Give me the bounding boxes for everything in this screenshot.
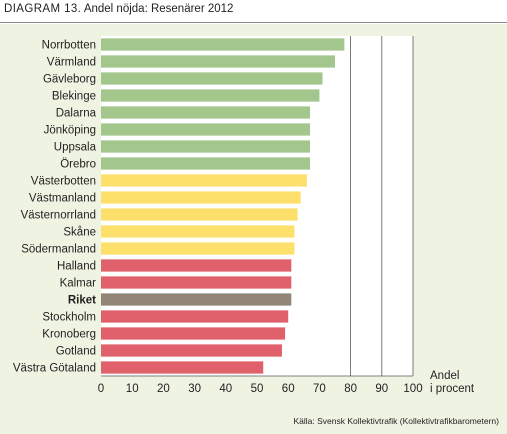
header-rule bbox=[0, 22, 507, 23]
x-tick-label: 70 bbox=[313, 383, 326, 395]
bar-gävleborg bbox=[101, 72, 323, 85]
bar-västernorrland bbox=[101, 208, 298, 221]
x-tick-label: 40 bbox=[219, 383, 232, 395]
x-tick-label: 80 bbox=[344, 383, 357, 395]
bar-södermanland bbox=[101, 242, 295, 255]
bar-halland bbox=[101, 259, 292, 272]
bar-västra-götaland bbox=[101, 361, 264, 374]
category-label: Gävleborg bbox=[43, 74, 96, 86]
bar-värmland bbox=[101, 55, 335, 68]
category-label: Kronoberg bbox=[42, 329, 96, 341]
category-label: Gotland bbox=[56, 346, 96, 358]
bar-västerbotten bbox=[101, 174, 307, 187]
x-tick-label: 50 bbox=[251, 383, 264, 395]
category-label: Västra Götaland bbox=[13, 363, 96, 375]
diagram-title-text: Andel nöjda: Resenärer 2012 bbox=[83, 3, 234, 15]
bar-jönköping bbox=[101, 123, 311, 136]
category-label: Jönköping bbox=[44, 125, 96, 137]
bar-västmanland bbox=[101, 191, 301, 204]
x-tick-label: 10 bbox=[126, 383, 139, 395]
x-tick-label: 30 bbox=[188, 383, 201, 395]
source-note: Källa: Svensk Kollektivtrafik (Kollektiv… bbox=[293, 416, 500, 426]
x-tick-label: 100 bbox=[403, 383, 422, 395]
diagram-number: DIAGRAM 13. bbox=[4, 3, 82, 15]
x-tick-label: 60 bbox=[282, 383, 295, 395]
category-label: Stockholm bbox=[42, 312, 96, 324]
chart-panel: Norrbotten Värmland Gävleborg Blekinge Dalar… bbox=[0, 24, 507, 434]
bar-uppsala bbox=[101, 140, 311, 153]
category-label: Dalarna bbox=[56, 108, 97, 120]
diagram-title: DIAGRAM 13. Andel nöjda: Resenärer 2012 bbox=[4, 3, 233, 15]
category-label: Örebro bbox=[60, 159, 96, 171]
category-label: Riket bbox=[68, 295, 96, 307]
category-label: Södermanland bbox=[21, 244, 96, 256]
x-axis-title: Andel bbox=[430, 370, 459, 382]
category-label: Kalmar bbox=[60, 278, 97, 290]
category-label: Uppsala bbox=[54, 142, 97, 154]
bar-kalmar bbox=[101, 276, 292, 289]
bar-gotland bbox=[101, 344, 282, 357]
bar-blekinge bbox=[101, 89, 320, 102]
plot-area bbox=[101, 36, 413, 376]
bar-chart: Norrbotten Värmland Gävleborg Blekinge Dalar… bbox=[13, 36, 475, 395]
bar-kronoberg bbox=[101, 327, 286, 340]
bar-dalarna bbox=[101, 106, 311, 119]
x-tick-label: 0 bbox=[98, 383, 104, 395]
category-label: Västmanland bbox=[29, 193, 96, 205]
x-tick-label: 90 bbox=[375, 383, 388, 395]
x-tick-label: 20 bbox=[157, 383, 170, 395]
bar-stockholm bbox=[101, 310, 289, 323]
category-label: Västerbotten bbox=[31, 176, 96, 188]
category-label: Skåne bbox=[63, 227, 96, 239]
bar-skåne bbox=[101, 225, 295, 238]
category-label: Norrbotten bbox=[42, 40, 96, 52]
category-label: Värmland bbox=[47, 57, 96, 69]
diagram-header: DIAGRAM 13. Andel nöjda: Resenärer 2012 bbox=[0, 0, 507, 24]
category-label: Västernorrland bbox=[21, 210, 96, 222]
bar-norrbotten bbox=[101, 38, 345, 51]
bar-örebro bbox=[101, 157, 311, 170]
x-axis-title: i procent bbox=[430, 383, 475, 395]
bar-riket bbox=[101, 293, 292, 306]
category-label: Halland bbox=[57, 261, 96, 273]
category-label: Blekinge bbox=[52, 91, 96, 103]
